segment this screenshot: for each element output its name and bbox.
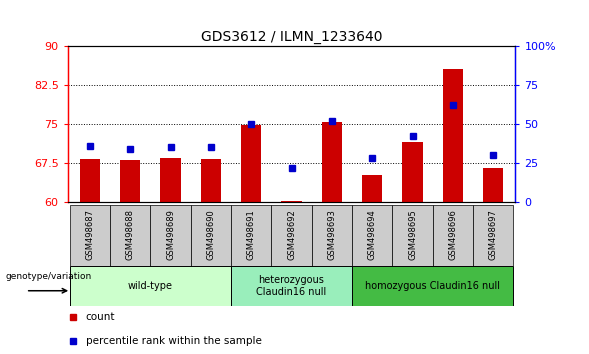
Text: wild-type: wild-type: [128, 281, 173, 291]
Bar: [433, 205, 473, 266]
Text: GSM498694: GSM498694: [368, 209, 377, 260]
Bar: [70, 266, 231, 306]
Bar: [282, 201, 302, 202]
Bar: [473, 205, 514, 266]
Text: percentile rank within the sample: percentile rank within the sample: [85, 336, 262, 346]
Bar: [392, 205, 433, 266]
Bar: [191, 205, 231, 266]
Text: genotype/variation: genotype/variation: [5, 272, 92, 281]
Bar: [80, 159, 100, 202]
Bar: [201, 159, 221, 202]
Text: heterozygous
Claudin16 null: heterozygous Claudin16 null: [256, 275, 327, 297]
Bar: [322, 122, 342, 202]
Bar: [241, 125, 262, 202]
Text: GSM498692: GSM498692: [287, 209, 296, 260]
Text: GSM498696: GSM498696: [448, 209, 458, 260]
Bar: [352, 205, 392, 266]
Text: GSM498690: GSM498690: [206, 209, 216, 260]
Text: GSM498695: GSM498695: [408, 209, 417, 260]
Text: GSM498689: GSM498689: [166, 209, 175, 260]
Bar: [443, 69, 463, 202]
Bar: [70, 205, 110, 266]
Bar: [231, 266, 352, 306]
Bar: [312, 205, 352, 266]
Bar: [160, 158, 181, 202]
Bar: [352, 266, 514, 306]
Title: GDS3612 / ILMN_1233640: GDS3612 / ILMN_1233640: [201, 30, 382, 44]
Bar: [272, 205, 312, 266]
Bar: [483, 168, 503, 202]
Bar: [120, 160, 140, 202]
Text: GSM498691: GSM498691: [247, 209, 256, 260]
Text: GSM498697: GSM498697: [489, 209, 498, 260]
Text: GSM498688: GSM498688: [125, 209, 135, 260]
Text: homozygous Claudin16 null: homozygous Claudin16 null: [365, 281, 500, 291]
Text: GSM498687: GSM498687: [85, 209, 94, 260]
Bar: [231, 205, 272, 266]
Bar: [362, 175, 382, 202]
Bar: [110, 205, 150, 266]
Bar: [402, 142, 423, 202]
Text: GSM498693: GSM498693: [327, 209, 336, 260]
Text: count: count: [85, 312, 115, 322]
Bar: [150, 205, 191, 266]
